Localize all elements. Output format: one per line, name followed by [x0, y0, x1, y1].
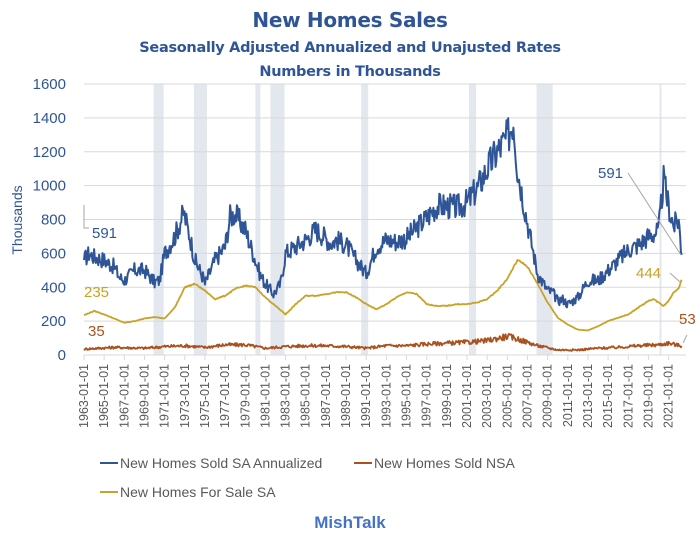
y-tick-label: 0: [58, 347, 66, 364]
chart-title: New Homes Sales: [252, 8, 448, 32]
x-tick-label: 1995-01-01: [400, 364, 414, 428]
data-label-start: 35: [88, 323, 105, 340]
data-labels: 591 235 35 591 444 53: [83, 165, 696, 344]
legend-item-for-sale: New Homes For Sale SA: [100, 484, 276, 500]
x-tick-label: 1991-01-01: [359, 364, 373, 428]
x-axis-ticks: 1963-01-01 1965-01-01 1967-01-01 1969-01-01…: [77, 354, 682, 428]
x-tick-label: 1981-01-01: [258, 364, 272, 428]
y-tick-label: 600: [41, 245, 66, 262]
legend-label: New Homes For Sale SA: [120, 484, 276, 500]
x-tick-label: 1979-01-01: [238, 364, 252, 428]
data-label-end: 591: [598, 165, 623, 182]
x-tick-label: 1983-01-01: [279, 364, 293, 428]
legend-label: New Homes Sold NSA: [374, 455, 515, 471]
series-line-new-homes-sold-nsa: [83, 332, 683, 352]
data-label-leader: [669, 272, 681, 283]
y-tick-label: 1200: [33, 144, 66, 161]
x-tick-label: 1965-01-01: [97, 364, 111, 428]
x-tick-label: 1989-01-01: [339, 364, 353, 428]
x-tick-label: 2017-01-01: [621, 364, 635, 428]
data-label-end: 444: [636, 265, 661, 282]
y-axis-ticks: 0 200 400 600 800 1000 1200 1400 1600: [33, 76, 66, 364]
legend-label: New Homes Sold SA Annualized: [120, 455, 323, 471]
data-label-leader: [83, 205, 89, 229]
legend-swatch: [100, 462, 118, 464]
y-tick-label: 400: [41, 279, 66, 296]
x-tick-label: 2001-01-01: [460, 364, 474, 428]
data-label-end: 53: [679, 311, 696, 328]
series-lines: [83, 117, 683, 352]
x-tick-label: 1969-01-01: [137, 364, 151, 428]
x-tick-label: 1975-01-01: [198, 364, 212, 428]
x-tick-label: 2015-01-01: [601, 364, 615, 428]
series-line-new-homes-for-sale-sa: [83, 259, 683, 332]
y-tick-label: 1400: [33, 110, 66, 127]
x-tick-label: 2021-01-01: [662, 364, 676, 428]
y-axis-label: Thousands: [9, 185, 25, 254]
y-tick-label: 1600: [33, 76, 66, 93]
data-label-leader: [682, 334, 688, 344]
data-label-start: 235: [84, 284, 109, 301]
x-tick-label: 1999-01-01: [440, 364, 454, 428]
x-tick-label: 1985-01-01: [299, 364, 313, 428]
x-tick-label: 1993-01-01: [379, 364, 393, 428]
x-tick-label: 1973-01-01: [178, 364, 192, 428]
x-tick-label: 2007-01-01: [520, 364, 534, 428]
x-tick-label: 2011-01-01: [561, 364, 575, 427]
x-tick-label: 2013-01-01: [581, 364, 595, 428]
x-tick-label: 2005-01-01: [500, 364, 514, 428]
data-label-leader: [627, 172, 682, 256]
y-tick-label: 800: [41, 212, 66, 229]
x-tick-label: 2009-01-01: [541, 364, 555, 428]
x-tick-label: 1967-01-01: [117, 364, 131, 428]
x-tick-label: 1977-01-01: [218, 364, 232, 428]
x-tick-label: 1963-01-01: [77, 364, 91, 428]
x-tick-label: 2019-01-01: [641, 364, 655, 428]
data-label-start: 591: [92, 225, 117, 242]
x-tick-label: 2003-01-01: [480, 364, 494, 428]
x-tick-label: 1971-01-01: [158, 364, 172, 428]
x-tick-label: 1987-01-01: [319, 364, 333, 428]
legend-item-sold-sa: New Homes Sold SA Annualized: [100, 455, 322, 471]
y-tick-label: 200: [41, 313, 66, 330]
legend-swatch: [100, 491, 118, 493]
x-tick-label: 1997-01-01: [420, 364, 434, 428]
legend-swatch: [354, 462, 372, 464]
series-line-new-homes-sold-sa-annualized: [83, 117, 683, 309]
y-tick-label: 1000: [33, 178, 66, 195]
footer-brand: MishTalk: [314, 513, 386, 532]
chart-subtitle-2: Numbers in Thousands: [259, 64, 441, 80]
chart-subtitle: Seasonally Adjusted Annualized and Unaju…: [139, 40, 561, 56]
legend-item-sold-nsa: New Homes Sold NSA: [354, 455, 515, 471]
gridlines: [84, 83, 686, 356]
